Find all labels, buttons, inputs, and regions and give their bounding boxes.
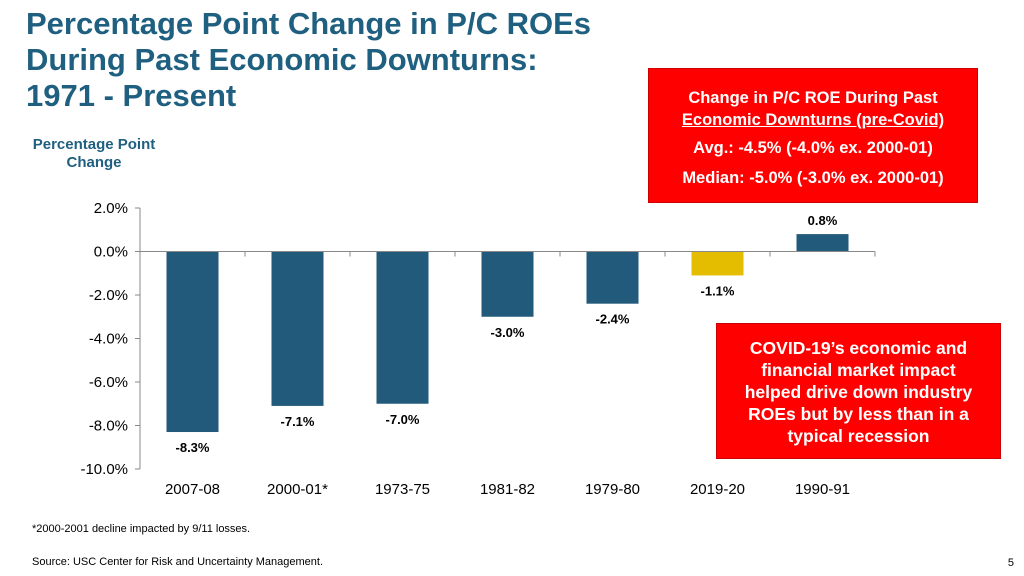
stats-callout-box: Change in P/C ROE During Past Economic D… [648,68,978,203]
covid-line-5: typical recession [787,426,930,446]
bar [271,251,324,406]
covid-line-3: helped drive down industry [744,382,973,402]
category-label: 2019-20 [690,481,745,498]
bar [586,251,639,304]
y-tick-label: -6.0% [89,374,128,391]
stats-heading-line-1: Change in P/C ROE During Past [688,89,938,107]
data-label: -8.3% [176,440,210,455]
bar [376,251,429,404]
category-label: 1990-91 [795,481,850,498]
y-tick-label: 2.0% [94,200,128,217]
bar [691,251,744,276]
title-line-2: During Past Economic Downturns: [26,42,538,77]
category-label: 2000-01* [267,481,328,498]
data-label: -3.0% [491,325,525,340]
bar [166,251,219,433]
data-label: -7.0% [386,412,420,427]
category-label: 2007-08 [165,481,220,498]
category-label: 1979-80 [585,481,640,498]
y-tick-label: -10.0% [80,461,128,478]
source-note: Source: USC Center for Risk and Uncertai… [32,556,324,568]
footnote: *2000-2001 decline impacted by 9/11 loss… [32,523,251,535]
page-title: Percentage Point Change in P/C ROEs Duri… [26,6,666,114]
page-number: 5 [1007,557,1014,569]
y-tick-label: 0.0% [94,244,128,261]
covid-line-4: ROEs but by less than in a [748,404,969,424]
y-axis-title-line-2: Change [66,154,122,171]
covid-callout-box: COVID-19’s economic and financial market… [716,323,1001,459]
y-axis-title: Percentage Point Change [24,136,164,172]
y-axis-title-line-1: Percentage Point [32,136,156,153]
title-line-3: 1971 - Present [26,78,237,113]
stats-median: Median: -5.0% (-3.0% ex. 2000-01) [682,169,944,187]
data-label: -7.1% [281,414,315,429]
category-label: 1973-75 [375,481,430,498]
covid-line-1: COVID-19’s economic and [749,338,968,358]
y-tick-label: -8.0% [89,418,128,435]
covid-line-2: financial market impact [761,360,956,380]
data-label: -1.1% [701,283,735,298]
y-tick-label: -4.0% [89,331,128,348]
data-label: -2.4% [596,312,630,327]
category-label: 1981-82 [480,481,535,498]
stats-heading-line-2: Economic Downturns (pre-Covid) [681,111,945,129]
title-line-1: Percentage Point Change in P/C ROEs [26,6,592,41]
bar [481,251,534,317]
stats-average: Avg.: -4.5% (-4.0% ex. 2000-01) [693,139,933,157]
data-label: 0.8% [808,213,838,228]
y-tick-label: -2.0% [89,287,128,304]
bar [796,234,849,252]
